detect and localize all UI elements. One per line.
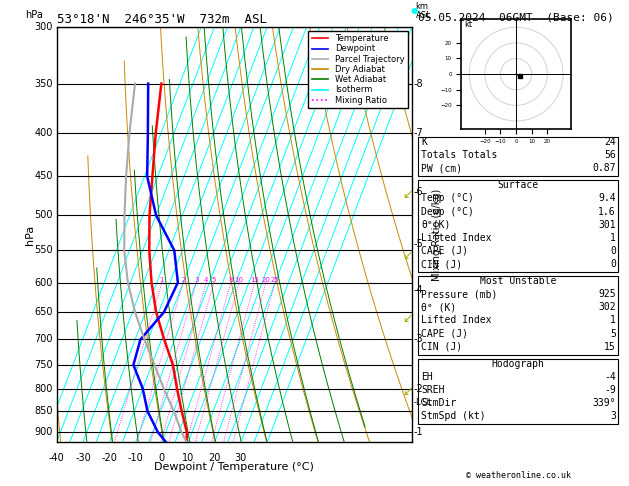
Text: θᵉ (K): θᵉ (K) (421, 302, 457, 312)
Text: Dewp (°C): Dewp (°C) (421, 207, 474, 217)
Text: 400: 400 (35, 128, 53, 138)
Text: 05.05.2024  06GMT  (Base: 06): 05.05.2024 06GMT (Base: 06) (418, 12, 614, 22)
Text: -30: -30 (75, 452, 91, 463)
Text: EH: EH (421, 372, 433, 382)
Text: CIN (J): CIN (J) (421, 259, 462, 269)
Text: 1.6: 1.6 (598, 207, 616, 217)
Text: 56: 56 (604, 150, 616, 160)
Text: © weatheronline.co.uk: © weatheronline.co.uk (467, 471, 571, 480)
Text: 15: 15 (250, 277, 259, 282)
Text: -3: -3 (414, 334, 423, 345)
Text: K: K (421, 137, 427, 147)
Text: -4: -4 (604, 372, 616, 382)
Text: 24: 24 (604, 137, 616, 147)
Text: -10: -10 (128, 452, 143, 463)
Text: -40: -40 (48, 452, 65, 463)
Text: 450: 450 (35, 172, 53, 181)
Text: Pressure (mb): Pressure (mb) (421, 289, 498, 299)
Text: 2: 2 (181, 277, 186, 282)
Text: -6: -6 (414, 188, 423, 197)
Text: hPa: hPa (25, 225, 35, 244)
Text: -LCL: -LCL (414, 398, 432, 407)
Text: Totals Totals: Totals Totals (421, 150, 498, 160)
Text: -7: -7 (414, 128, 423, 138)
Text: ↙: ↙ (403, 249, 413, 261)
Text: 10: 10 (235, 277, 243, 282)
Text: 0: 0 (159, 452, 165, 463)
Text: 15: 15 (604, 342, 616, 352)
X-axis label: Dewpoint / Temperature (°C): Dewpoint / Temperature (°C) (154, 462, 314, 472)
Text: Temp (°C): Temp (°C) (421, 193, 474, 204)
Text: 1: 1 (160, 277, 164, 282)
Text: hPa: hPa (25, 11, 43, 20)
Text: 600: 600 (35, 278, 53, 288)
Text: 8: 8 (228, 277, 233, 282)
Text: -20: -20 (101, 452, 117, 463)
Text: 301: 301 (598, 220, 616, 230)
Text: 1: 1 (610, 233, 616, 243)
Text: CAPE (J): CAPE (J) (421, 246, 469, 256)
Text: StmSpd (kt): StmSpd (kt) (421, 411, 486, 421)
Text: Most Unstable: Most Unstable (480, 276, 557, 286)
Text: CAPE (J): CAPE (J) (421, 329, 469, 339)
Text: 925: 925 (598, 289, 616, 299)
Text: Lifted Index: Lifted Index (421, 315, 492, 326)
Text: km
ASL: km ASL (416, 2, 431, 20)
Text: ↙: ↙ (403, 188, 413, 201)
Text: 850: 850 (35, 406, 53, 416)
Text: 53°18'N  246°35'W  732m  ASL: 53°18'N 246°35'W 732m ASL (57, 13, 267, 26)
Text: kt: kt (465, 20, 472, 29)
Text: 750: 750 (35, 360, 53, 370)
Text: 700: 700 (35, 334, 53, 345)
Text: 20: 20 (262, 277, 270, 282)
Text: 900: 900 (35, 427, 53, 437)
Text: 650: 650 (35, 307, 53, 317)
Text: Hodograph: Hodograph (492, 359, 545, 369)
Text: 3: 3 (194, 277, 199, 282)
Text: ●: ● (410, 6, 418, 15)
Text: 0.87: 0.87 (593, 163, 616, 174)
Text: 10: 10 (182, 452, 194, 463)
Text: 25: 25 (270, 277, 279, 282)
Text: -9: -9 (604, 385, 616, 395)
Text: θᵉ(K): θᵉ(K) (421, 220, 451, 230)
Text: 300: 300 (35, 22, 53, 32)
Text: 500: 500 (35, 210, 53, 220)
Text: 350: 350 (35, 79, 53, 88)
Text: 339°: 339° (593, 398, 616, 408)
Text: Mixing Ratio (g/kg): Mixing Ratio (g/kg) (431, 189, 442, 280)
Text: 5: 5 (212, 277, 216, 282)
Text: -4: -4 (414, 285, 423, 295)
Text: 550: 550 (35, 245, 53, 256)
Text: -2: -2 (414, 383, 423, 394)
Text: -8: -8 (414, 79, 423, 88)
Text: -1: -1 (414, 427, 423, 437)
Text: -5: -5 (414, 239, 423, 249)
Text: 9.4: 9.4 (598, 193, 616, 204)
Text: 0: 0 (610, 246, 616, 256)
Text: 302: 302 (598, 302, 616, 312)
Text: ↙: ↙ (403, 312, 413, 325)
Text: Surface: Surface (498, 180, 539, 191)
Text: Lifted Index: Lifted Index (421, 233, 492, 243)
Text: CIN (J): CIN (J) (421, 342, 462, 352)
Text: 0: 0 (610, 259, 616, 269)
Text: ↙: ↙ (403, 385, 413, 398)
Legend: Temperature, Dewpoint, Parcel Trajectory, Dry Adiabat, Wet Adiabat, Isotherm, Mi: Temperature, Dewpoint, Parcel Trajectory… (308, 31, 408, 108)
Text: 20: 20 (208, 452, 221, 463)
Text: 5: 5 (610, 329, 616, 339)
Text: 800: 800 (35, 383, 53, 394)
Text: 4: 4 (204, 277, 208, 282)
Text: SREH: SREH (421, 385, 445, 395)
Text: 30: 30 (235, 452, 247, 463)
Text: 3: 3 (610, 411, 616, 421)
Text: 1: 1 (610, 315, 616, 326)
Text: PW (cm): PW (cm) (421, 163, 462, 174)
Text: StmDir: StmDir (421, 398, 457, 408)
